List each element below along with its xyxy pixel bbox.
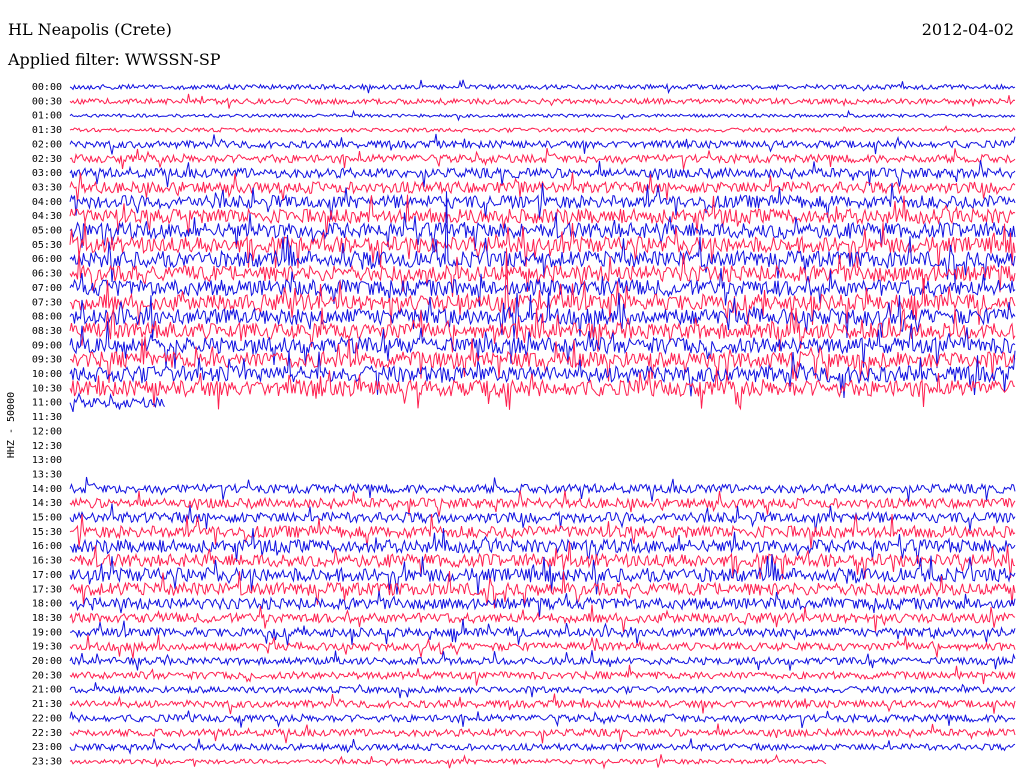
time-label: 09:30 [32,355,62,366]
trace-row [69,220,1016,269]
trace-row [69,172,1016,202]
time-label: 01:00 [32,111,62,122]
trace-row [69,251,1016,297]
trace-row [69,182,1016,220]
trace-row [69,350,1016,399]
trace-row [69,634,1016,659]
time-labels: 00:00 00:30 01:00 01:30 02:00 02:30 03:00 03:30… [32,82,62,767]
trace-row [69,194,1016,237]
trace-row [69,503,1016,533]
trace-row [69,79,1016,95]
time-label: 00:30 [32,96,62,107]
time-label: 05:30 [32,240,62,251]
time-label: 18:00 [32,599,62,610]
trace-row [69,723,1016,744]
trace-row [69,125,1016,134]
trace-row [69,292,1016,341]
trace-row [69,476,1016,502]
trace-row [69,307,1016,353]
time-label: 14:30 [32,498,62,509]
trace-row [69,147,1016,170]
time-label: 16:00 [32,541,62,552]
time-label: 06:00 [32,254,62,265]
trace-row [69,93,1016,109]
time-label: 22:30 [32,728,62,739]
time-label: 20:00 [32,656,62,667]
time-label: 03:30 [32,182,62,193]
trace-row [70,336,1016,384]
trace-row [69,247,1016,326]
trace-row [69,753,827,770]
trace-row [69,710,1016,729]
time-label: 10:00 [32,369,62,380]
trace-row [69,682,1016,699]
trace-row [69,664,1016,686]
trace-row [69,650,1016,671]
time-label: 18:30 [32,613,62,624]
channel-label: HHZ - 50000 [6,392,17,458]
trace-row [69,160,1016,188]
trace-row [69,268,1016,307]
time-label: 19:00 [32,627,62,638]
time-label: 02:30 [32,154,62,165]
time-label: 10:30 [32,383,62,394]
time-label: 07:00 [32,283,62,294]
time-label: 03:00 [32,168,62,179]
time-label: 16:30 [32,556,62,567]
time-label: 07:30 [32,297,62,308]
time-label: 15:00 [32,513,62,524]
time-label: 21:30 [32,699,62,710]
trace-row [69,590,1016,617]
trace-row [69,693,1016,715]
station-title: HL Neapolis (Crete) [8,20,172,39]
time-label: 11:30 [32,412,62,423]
time-label: 17:00 [32,570,62,581]
time-label: 15:30 [32,527,62,538]
seismic-traces [69,79,1016,770]
time-label: 06:30 [32,269,62,280]
time-label: 12:30 [32,441,62,452]
time-label: 04:30 [32,211,62,222]
time-label: 01:30 [32,125,62,136]
time-label: 02:00 [32,139,62,150]
trace-row [69,392,165,413]
trace-row [69,109,1016,122]
trace-row [69,604,1016,633]
trace-row [69,554,1016,595]
date-label: 2012-04-02 [921,20,1014,39]
time-label: 09:00 [32,340,62,351]
time-label: 00:00 [32,82,62,93]
trace-row [69,321,1016,369]
trace-row [69,570,1016,609]
time-label: 04:00 [32,197,62,208]
time-label: 23:30 [32,756,62,767]
trace-row [69,490,1016,517]
time-label: 11:00 [32,398,62,409]
trace-row [69,513,1016,549]
time-label: 05:00 [32,226,62,237]
time-label: 17:30 [32,584,62,595]
time-label: 19:30 [32,642,62,653]
trace-row [69,541,1016,580]
time-label: 13:30 [32,469,62,480]
filter-label: Applied filter: WWSSN-SP [8,50,221,69]
time-label: 14:00 [32,484,62,495]
trace-row [69,212,1016,252]
time-label: 20:30 [32,670,62,681]
trace-row [69,738,1016,755]
time-label: 08:00 [32,312,62,323]
time-label: 22:00 [32,713,62,724]
trace-row [69,133,1016,155]
time-label: 21:00 [32,685,62,696]
trace-row [69,528,1016,564]
time-label: 13:00 [32,455,62,466]
trace-row [69,619,1016,646]
time-label: 23:00 [32,742,62,753]
time-label: 08:30 [32,326,62,337]
trace-row [69,368,1015,411]
time-label: 12:00 [32,426,62,437]
trace-row [69,191,1016,284]
